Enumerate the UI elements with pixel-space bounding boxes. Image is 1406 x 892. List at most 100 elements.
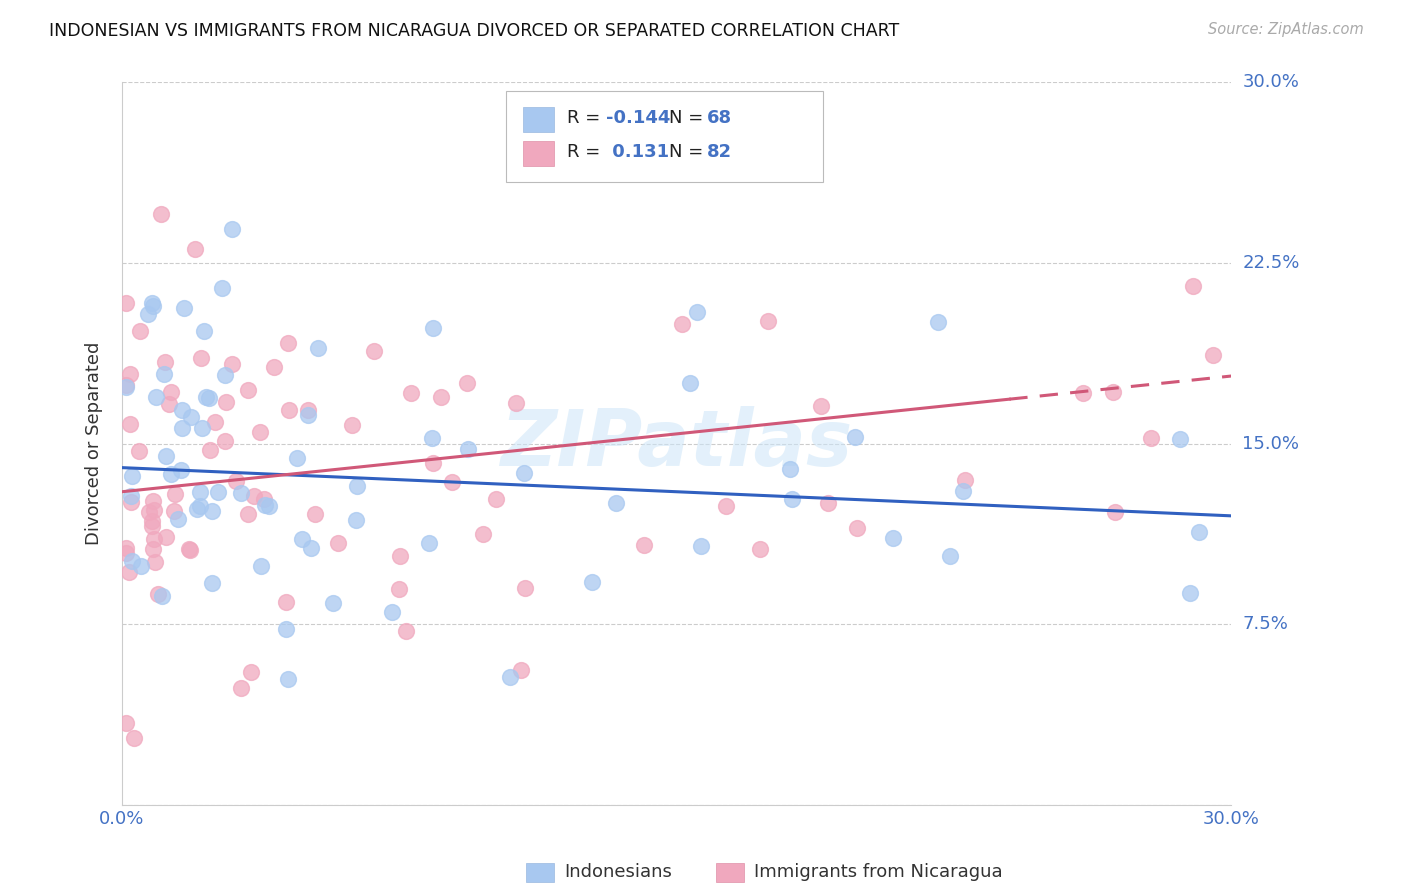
Point [485,492,508,507]
Point [304,507,326,521]
Point [114,295,136,310]
Point [170,421,193,435]
Point [167,512,190,526]
Point [1182,279,1205,293]
Point [756,314,779,328]
Text: 7.5%: 7.5% [1243,615,1288,633]
Text: N =: N = [669,143,709,161]
Point [229,485,252,500]
Point [229,681,252,695]
Point [422,431,444,445]
Point [257,499,280,513]
Point [155,530,177,544]
Point [141,515,163,529]
Point [1071,386,1094,401]
Point [1201,348,1223,362]
Point [326,536,349,550]
Point [340,417,363,432]
Point [779,462,801,476]
Point [1102,385,1125,400]
Point [143,555,166,569]
Text: R =: R = [567,143,606,161]
Point [430,390,453,404]
Point [679,376,702,390]
Point [221,222,243,236]
Point [394,624,416,638]
Point [714,500,737,514]
Point [188,485,211,500]
Point [201,504,224,518]
Point [277,672,299,686]
Point [188,500,211,514]
Point [422,456,444,470]
Point [186,502,208,516]
Point [193,324,215,338]
Point [399,385,422,400]
Point [322,597,344,611]
Point [253,492,276,507]
Point [749,542,772,557]
Point [141,518,163,533]
Point [817,496,839,510]
Point [388,582,411,596]
Point [142,542,165,557]
Text: Indonesians: Indonesians [564,863,672,881]
Point [243,489,266,503]
Point [301,541,323,555]
Point [277,403,299,417]
Point [291,532,314,546]
Point [389,549,412,563]
Point [114,541,136,555]
Point [254,499,277,513]
Point [118,417,141,431]
Point [121,554,143,568]
Point [457,442,479,456]
Point [142,299,165,313]
Text: ZIPatlas: ZIPatlas [501,406,852,482]
Point [225,474,247,488]
Point [153,355,176,369]
Point [363,343,385,358]
Point [690,539,713,553]
Point [297,403,319,417]
Point [844,430,866,444]
Point [499,670,522,684]
Point [118,566,141,580]
Point [136,307,159,321]
Point [128,444,150,458]
Point [307,341,329,355]
Text: N =: N = [669,109,709,127]
Text: 22.5%: 22.5% [1243,253,1299,272]
Point [249,425,271,440]
Point [183,242,205,256]
Point [190,351,212,366]
Point [145,390,167,404]
Point [441,475,464,489]
Text: 30.0%: 30.0% [1243,73,1299,91]
Point [249,558,271,573]
Text: 68: 68 [707,109,733,127]
Point [114,716,136,731]
Point [129,324,152,338]
Point [198,443,221,458]
Point [207,484,229,499]
Point [381,606,404,620]
Point [927,315,949,329]
Point [810,399,832,413]
Text: 82: 82 [707,143,733,161]
Point [277,335,299,350]
Point [505,396,527,410]
Point [121,469,143,483]
Point [513,466,536,480]
Point [214,368,236,382]
Point [239,665,262,680]
Point [939,549,962,564]
Point [780,492,803,507]
Point [153,368,176,382]
Point [581,574,603,589]
Point [1104,505,1126,519]
Point [211,281,233,295]
Text: -0.144: -0.144 [606,109,671,127]
Text: 0.131: 0.131 [606,143,669,161]
Point [686,305,709,319]
